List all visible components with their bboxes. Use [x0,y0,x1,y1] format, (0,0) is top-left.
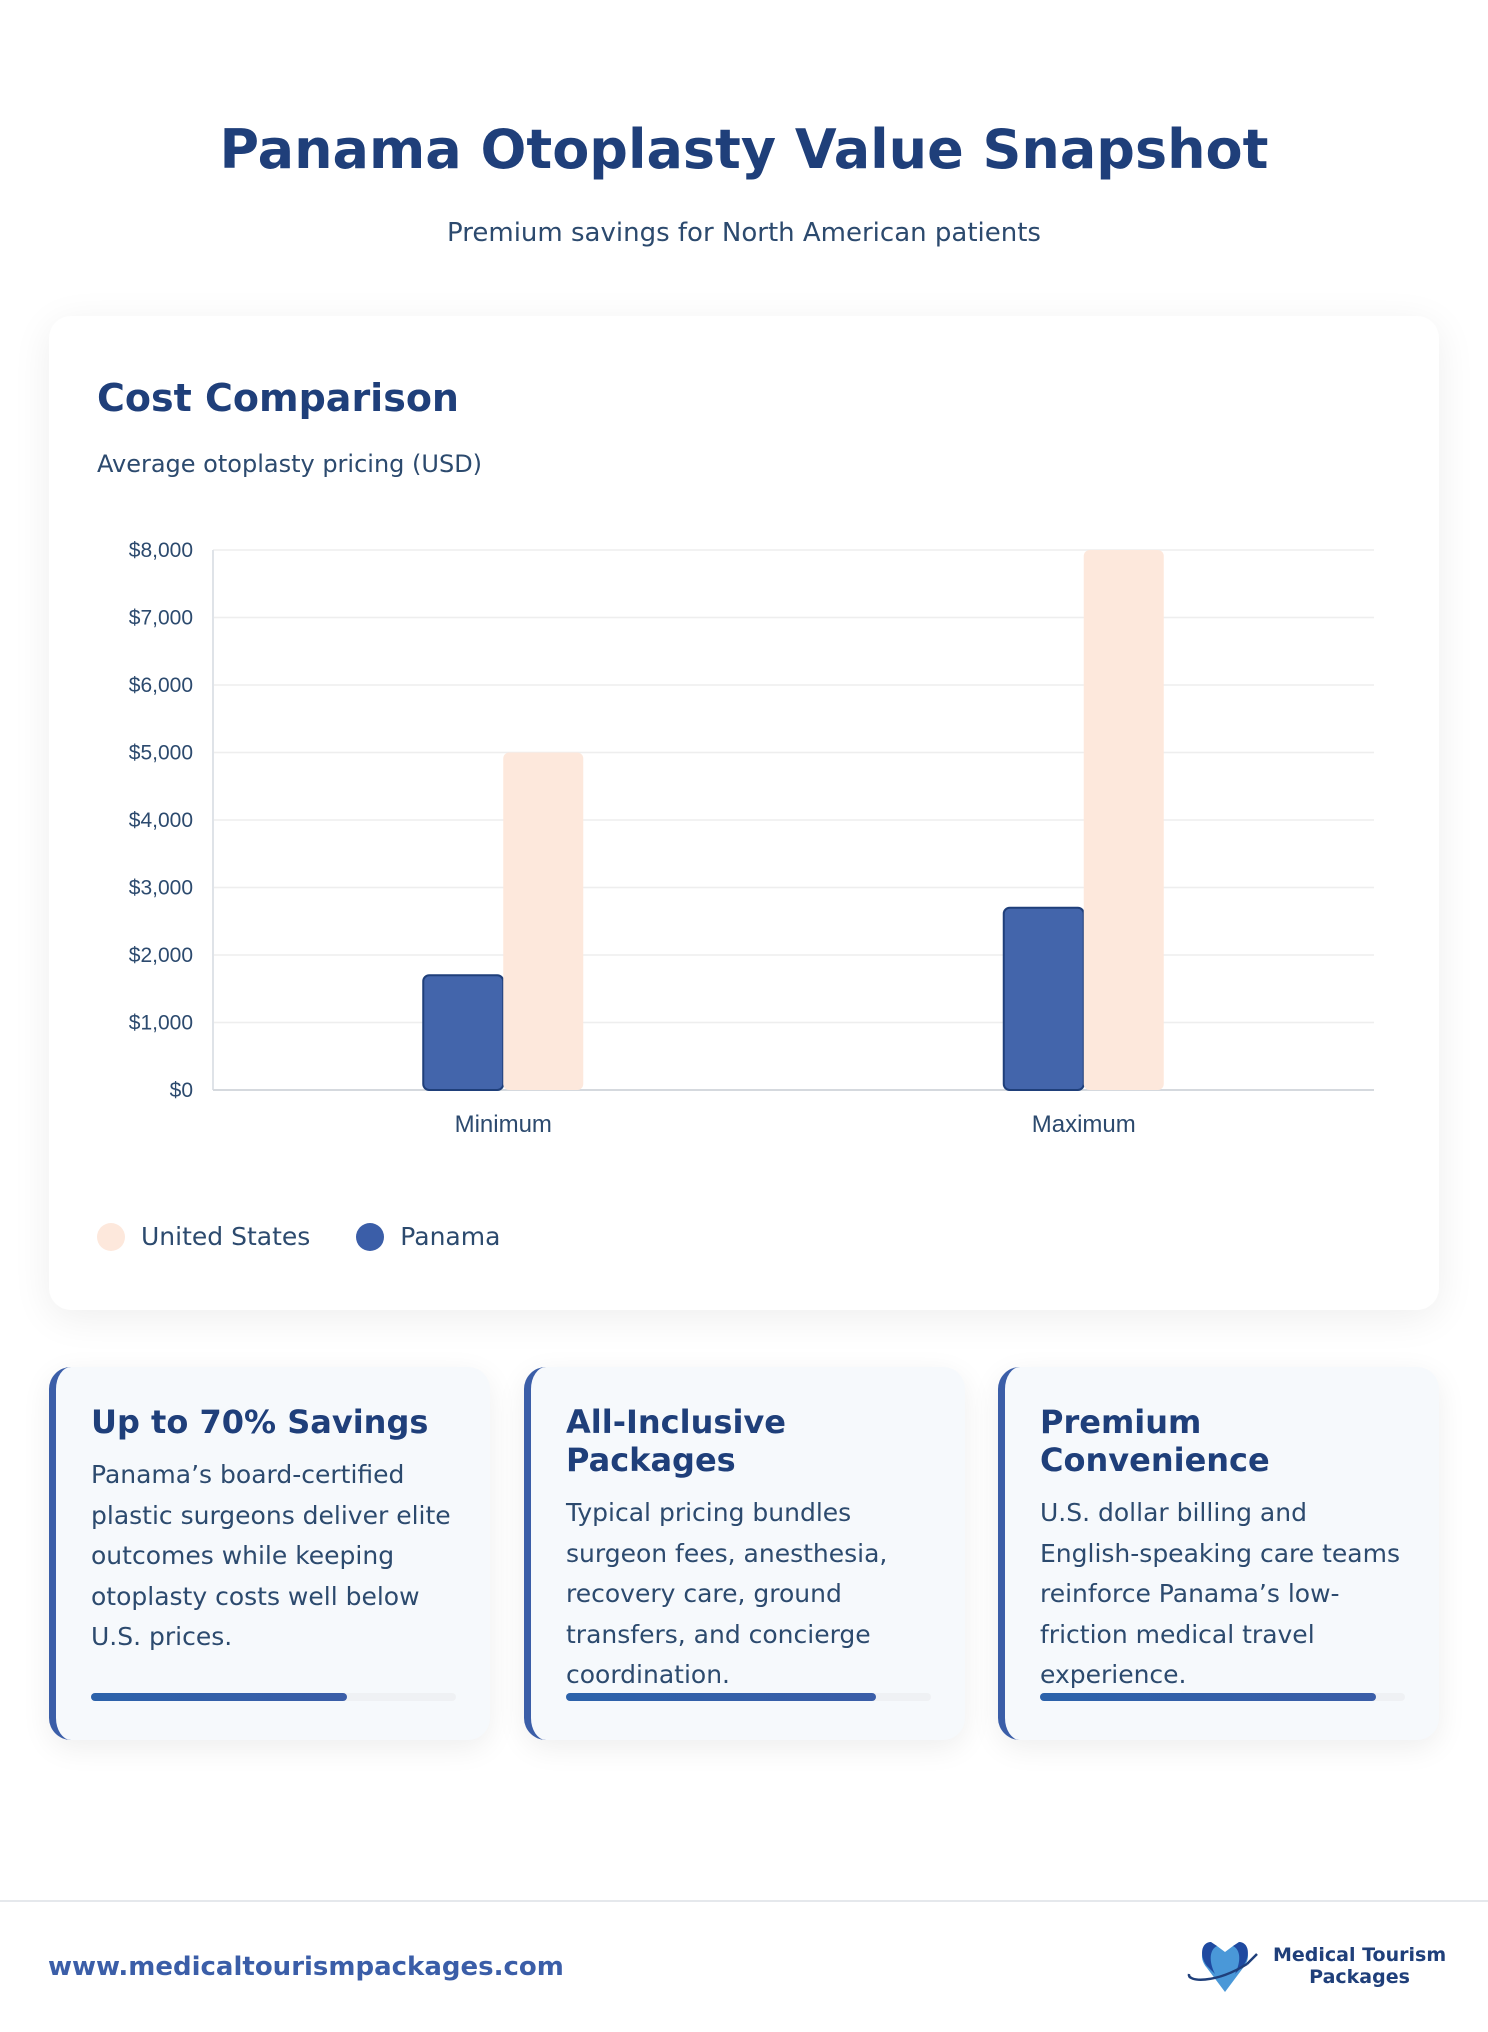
logo-text-line1: Medical Tourism [1273,1944,1447,1966]
progress-fill [566,1693,877,1701]
legend-label: United States [141,1222,311,1251]
y-tick-label: $7,000 [129,607,193,630]
chart-legend: United States Panama [97,1222,500,1251]
legend-swatch-united-states [97,1222,125,1251]
chart-card: Cost Comparison Average otoplasty pricin… [49,316,1439,1310]
y-tick-label: $1,000 [129,1012,193,1035]
feature-text: U.S. dollar billing and English-speaking… [1040,1498,1400,1689]
footer-url-link[interactable]: www.medicaltourismpackages.com [48,1952,564,1982]
feature-text: Panama’s board-certified plastic surgeon… [91,1460,451,1651]
x-tick-label: Minimum [455,1111,552,1138]
logo: Medical Tourism Packages [1185,1938,1446,1994]
y-tick-label: $6,000 [129,674,193,697]
progress-bar [566,1693,931,1701]
y-tick-label: $4,000 [129,809,193,832]
legend-swatch-panama [356,1222,385,1251]
chart-title: Cost Comparison [97,376,459,420]
legend-item-panama[interactable]: Panama [356,1222,500,1251]
y-tick-label: $5,000 [129,742,193,765]
chart-subtitle: Average otoplasty pricing (USD) [97,450,483,478]
bar-chart: $0 $1,000 $2,000 $3,000 $4,000 $5,000 $6,000 $7… [129,539,1374,1138]
legend-label: Panama [400,1222,501,1251]
page-title: Panama Otoplasty Value Snapshot [219,118,1269,181]
logo-text-line2: Packages [1309,1966,1410,1988]
bar-panama-maximum [1002,906,1085,1091]
feature-card-convenience: Premium Convenience U.S. dollar billing … [998,1367,1439,1740]
feature-title: Premium Convenience [1040,1403,1270,1479]
footer-divider [0,1900,1488,1902]
feature-title: All-Inclusive Packages [566,1403,786,1479]
y-tick-label: $2,000 [129,944,193,967]
progress-fill [91,1693,347,1701]
progress-bar [91,1693,456,1701]
x-tick-label: Maximum [1032,1111,1136,1138]
legend-item-united-states[interactable]: United States [97,1222,310,1251]
page-subtitle: Premium savings for North American patie… [447,218,1041,248]
y-tick-label: $8,000 [129,539,193,562]
feature-title: Up to 70% Savings [91,1403,429,1441]
feature-card-packages: All-Inclusive Packages Typical pricing b… [524,1367,965,1740]
y-tick-label: $3,000 [129,877,193,900]
bar-panama-minimum [422,974,505,1091]
bar-united-states-minimum [503,752,584,1090]
bar-united-states-maximum [1083,550,1164,1090]
heart-plane-logo-icon [1187,1942,1258,1992]
progress-fill [1040,1693,1376,1701]
feature-text: Typical pricing bundles surgeon fees, an… [566,1498,888,1689]
y-tick-label: $0 [170,1079,193,1102]
progress-bar [1040,1693,1405,1701]
feature-card-savings: Up to 70% Savings Panama’s board-certifi… [49,1367,490,1740]
